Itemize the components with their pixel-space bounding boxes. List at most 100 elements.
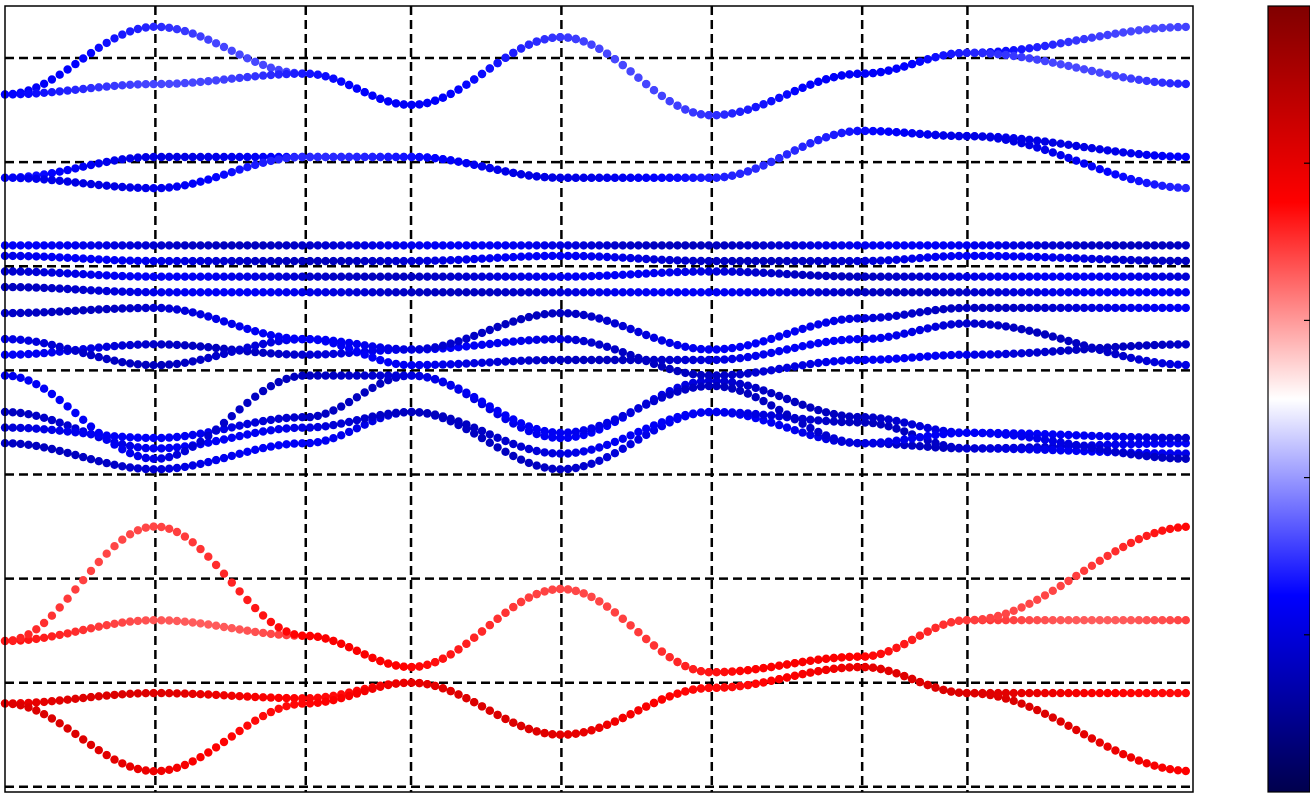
band-point — [853, 241, 862, 250]
band-point — [720, 288, 729, 297]
band-point — [149, 361, 158, 370]
band-point — [931, 241, 940, 250]
band-point — [501, 357, 510, 366]
band-point — [907, 327, 917, 337]
band-point — [133, 183, 143, 192]
band-point — [141, 241, 150, 250]
band-point — [595, 723, 604, 732]
band-point — [861, 126, 870, 136]
band-point — [704, 407, 713, 417]
band-point — [532, 335, 541, 344]
band-point — [133, 303, 143, 313]
band-point — [63, 421, 72, 430]
band-point — [1017, 616, 1026, 625]
colorbar — [1267, 5, 1310, 793]
band-point — [634, 173, 643, 182]
band-point — [1056, 346, 1065, 356]
band-point — [587, 445, 596, 454]
band-point — [775, 256, 784, 266]
band-point — [642, 254, 651, 264]
band-point — [1087, 241, 1097, 250]
band-point — [947, 272, 956, 281]
band-point — [821, 416, 831, 426]
band-point — [1173, 256, 1183, 266]
band-point — [954, 443, 964, 453]
band-point — [24, 630, 33, 639]
band-point — [1165, 454, 1175, 463]
band-point — [978, 688, 987, 698]
band-point — [149, 616, 158, 625]
band-point — [962, 350, 971, 359]
band-point — [1017, 688, 1026, 698]
band-point — [821, 357, 831, 367]
band-point — [516, 356, 526, 365]
band-point — [884, 256, 893, 265]
band-point — [704, 241, 713, 250]
band-point — [751, 409, 760, 419]
band-point — [368, 383, 377, 393]
band-point — [1158, 181, 1167, 190]
band-point — [391, 679, 401, 688]
band-point — [1142, 341, 1151, 350]
band-point — [305, 631, 315, 641]
band-point — [712, 407, 721, 417]
band-point — [1095, 345, 1105, 355]
band-point — [1165, 288, 1175, 297]
band-point — [579, 426, 588, 435]
band-point — [39, 443, 49, 452]
band-point — [923, 423, 932, 433]
band-point — [1072, 156, 1081, 165]
band-point — [1173, 523, 1183, 532]
band-point — [978, 241, 987, 250]
band-point — [571, 309, 580, 319]
band-point — [704, 267, 713, 276]
band-point — [172, 359, 182, 369]
band-point — [39, 425, 49, 434]
band-point — [282, 288, 291, 297]
band-point — [196, 77, 205, 87]
band-point — [962, 131, 971, 141]
band-point — [24, 376, 33, 385]
band-point — [1056, 446, 1065, 455]
band-point — [1150, 256, 1159, 265]
band-point — [477, 254, 487, 263]
band-point — [1165, 688, 1175, 698]
band-point — [24, 267, 33, 276]
band-point — [352, 288, 362, 297]
band-point — [915, 325, 925, 335]
band-point — [298, 334, 307, 344]
band-point — [157, 79, 166, 89]
band-point — [1134, 75, 1144, 85]
band-point — [1134, 688, 1144, 698]
band-point — [532, 37, 541, 46]
band-point — [172, 616, 182, 626]
band-point — [1158, 288, 1167, 297]
band-point — [337, 77, 346, 86]
band-point — [751, 339, 760, 348]
band-point — [829, 653, 839, 663]
band-point — [71, 254, 80, 263]
band-point — [954, 288, 964, 297]
band-point — [571, 173, 580, 182]
band-point — [1001, 349, 1011, 359]
band-point — [884, 355, 893, 364]
band-point — [86, 566, 96, 576]
band-point — [696, 241, 706, 250]
band-point — [94, 352, 104, 362]
band-point — [516, 241, 526, 250]
band-point — [258, 272, 268, 281]
band-point — [861, 662, 870, 672]
band-point — [1095, 68, 1105, 77]
band-point — [352, 371, 362, 380]
band-point — [806, 322, 815, 331]
band-point — [915, 288, 925, 297]
band-point — [391, 344, 401, 354]
band-point — [157, 688, 166, 698]
band-point — [258, 60, 268, 70]
band-point — [47, 241, 57, 250]
band-point — [321, 371, 330, 380]
band-point — [79, 54, 88, 63]
band-point — [642, 634, 651, 644]
band-point — [1095, 255, 1105, 264]
band-point — [219, 435, 229, 444]
